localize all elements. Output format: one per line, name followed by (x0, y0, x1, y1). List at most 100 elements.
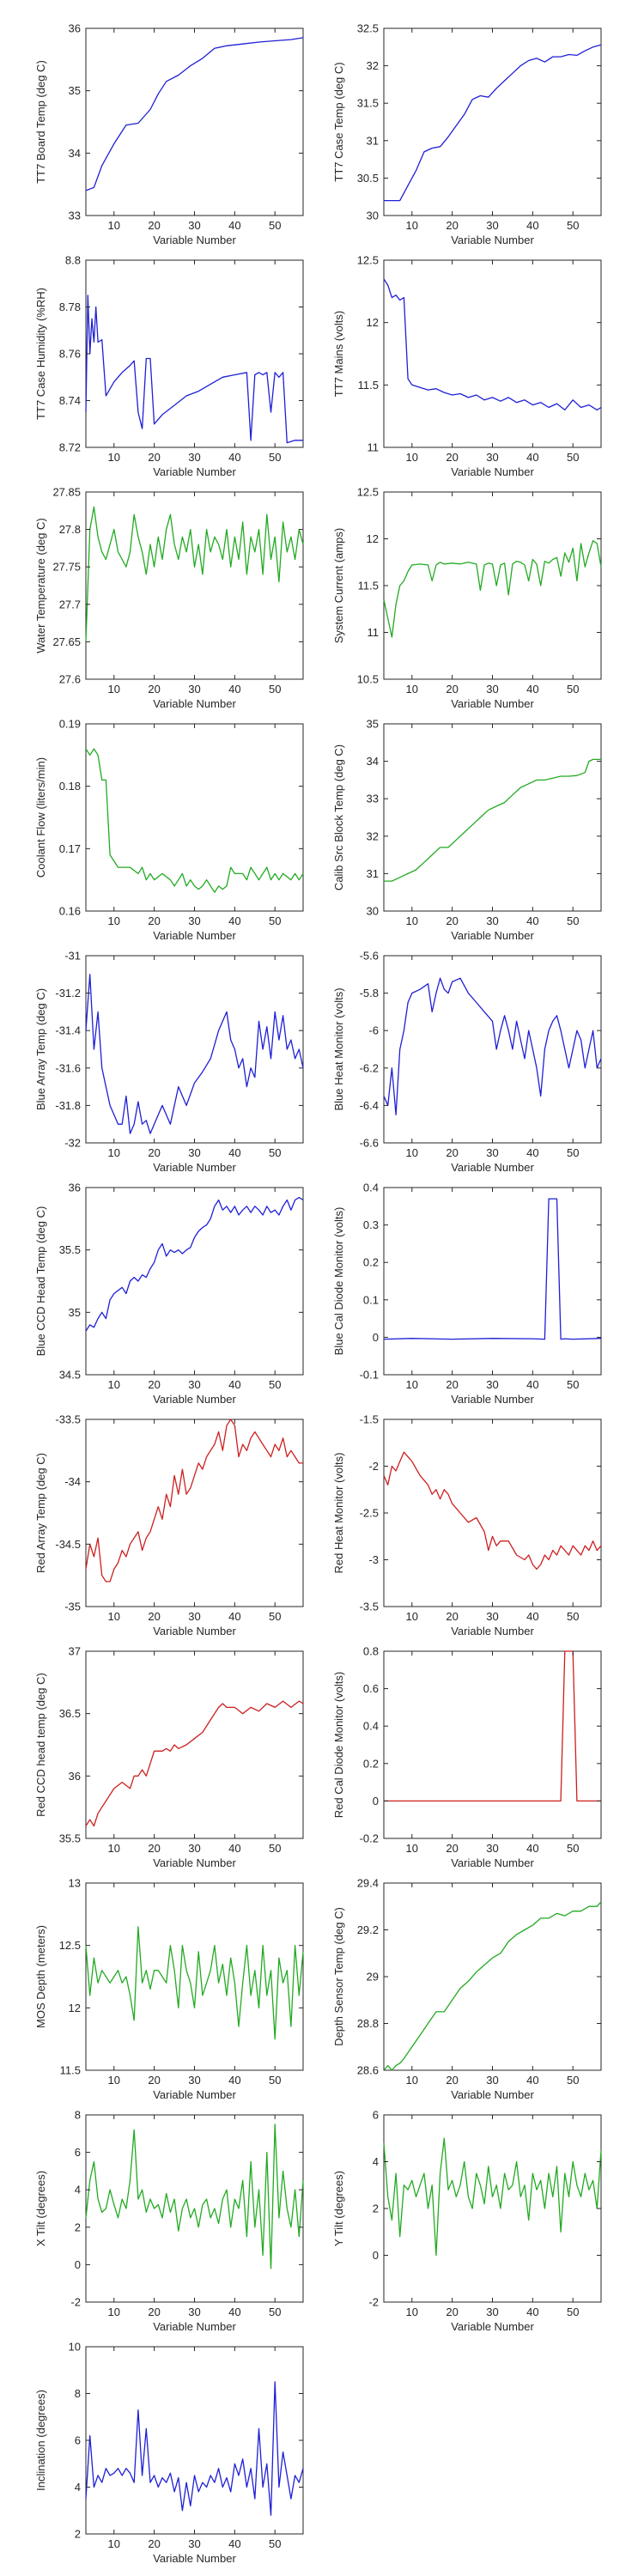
y-tick-label: 8.72 (59, 441, 81, 454)
y-tick-label: -6.6 (360, 1137, 379, 1150)
y-tick-label: 31 (367, 134, 379, 147)
y-tick-label: 27.75 (52, 561, 81, 574)
x-tick-label: 40 (228, 1842, 240, 1855)
y-tick-label: 10.5 (357, 673, 379, 686)
x-tick-label: 40 (526, 219, 538, 232)
y-tick-label: 12.5 (357, 254, 379, 267)
x-tick-label: 30 (188, 1378, 200, 1391)
y-tick-label: 0.1 (363, 1293, 379, 1306)
y-tick-label: 4 (373, 2155, 379, 2168)
series-line (85, 506, 304, 642)
subplot-21: 10 20 30 40 50 2 4 6 8 10 Variable Number Inclinati… (34, 2341, 304, 2565)
y-tick-label: 8 (75, 2387, 81, 2400)
series-line (383, 1901, 602, 2071)
series-line (85, 974, 304, 1134)
y-tick-label: 36 (69, 22, 81, 35)
x-tick-label: 10 (406, 914, 418, 927)
x-tick-label: 50 (567, 1146, 579, 1159)
plot-area (85, 955, 304, 1144)
y-tick-label: 11.5 (358, 580, 379, 592)
y-tick-label: 2 (75, 2221, 81, 2233)
x-tick-label: 40 (526, 2306, 538, 2318)
x-tick-label: 40 (228, 2306, 240, 2318)
x-axis-label: Variable Number (153, 2320, 236, 2333)
y-tick-label: -6.2 (360, 1061, 379, 1074)
y-tick-label: 0 (373, 1331, 379, 1344)
x-tick-label: 20 (446, 2306, 458, 2318)
plot-area (85, 723, 304, 912)
y-tick-label: 4 (75, 2184, 81, 2196)
y-tick-label: 28.6 (357, 2064, 379, 2077)
x-tick-label: 30 (188, 2537, 200, 2550)
x-tick-label: 10 (406, 219, 418, 232)
x-tick-label: 20 (148, 1146, 160, 1159)
y-tick-label: -31.4 (55, 1024, 81, 1037)
y-tick-label: -5.6 (360, 950, 379, 963)
y-axis-label: TT7 Case Temp (deg C) (332, 62, 345, 181)
y-tick-label: 27.7 (59, 598, 81, 611)
x-axis-label: Variable Number (153, 1393, 236, 1406)
subplot-1: 10 20 30 40 50 33 34 35 36 Variable Number TT7 Boa… (34, 22, 304, 246)
x-tick-label: 40 (526, 2074, 538, 2087)
y-tick-label: -2.5 (360, 1507, 379, 1520)
x-tick-label: 10 (108, 1610, 120, 1623)
x-tick-label: 10 (108, 914, 120, 927)
y-tick-label: 4 (75, 2481, 81, 2494)
x-tick-label: 50 (269, 1146, 281, 1159)
x-tick-label: 20 (148, 1842, 160, 1855)
x-tick-label: 50 (269, 1842, 281, 1855)
x-tick-label: 20 (446, 2074, 458, 2087)
x-tick-label: 20 (148, 914, 160, 927)
y-tick-label: 8 (75, 2109, 81, 2122)
x-tick-label: 30 (486, 219, 498, 232)
y-axis-label: TT7 Case Humidity (%RH) (34, 288, 47, 420)
x-axis-label: Variable Number (451, 697, 534, 710)
x-tick-label: 10 (406, 1610, 418, 1623)
x-tick-label: 40 (526, 914, 538, 927)
y-tick-label: 0.16 (59, 905, 81, 918)
plot-area (85, 1650, 304, 1839)
y-axis-label: Red Array Temp (deg C) (34, 1453, 47, 1573)
x-axis-label: Variable Number (153, 1625, 236, 1637)
y-tick-label: 32 (367, 829, 379, 842)
x-tick-label: 30 (188, 1610, 200, 1623)
y-tick-label: 0.17 (59, 842, 81, 855)
x-tick-label: 20 (148, 451, 160, 464)
x-tick-label: 10 (406, 451, 418, 464)
plot-area (85, 1187, 304, 1376)
x-tick-label: 50 (269, 2306, 281, 2318)
subplot-7: 10 20 30 40 50 0.16 0.17 0.18 0.19 Variable Numbe… (34, 718, 304, 942)
x-tick-label: 50 (567, 1378, 579, 1391)
subplot-14: 10 20 30 40 50 -3.5 -3 -2.5 -2 -1.5 Variable Numbe… (332, 1413, 602, 1637)
y-tick-label: 27.85 (52, 486, 81, 499)
y-tick-label: 0.4 (363, 1182, 379, 1194)
x-tick-label: 10 (406, 2306, 418, 2318)
x-tick-label: 10 (108, 2537, 120, 2550)
y-tick-label: 6 (373, 2109, 379, 2122)
y-tick-label: 0.4 (363, 1720, 379, 1733)
x-tick-label: 40 (228, 451, 240, 464)
x-tick-label: 30 (486, 1146, 498, 1159)
y-tick-label: 34 (367, 755, 379, 768)
x-axis-label: Variable Number (153, 465, 236, 478)
x-tick-label: 10 (406, 1378, 418, 1391)
series-line (383, 1198, 602, 1340)
x-tick-label: 50 (269, 1378, 281, 1391)
series-line (85, 1419, 303, 1583)
x-tick-label: 20 (148, 683, 160, 696)
y-tick-label: 32 (367, 59, 379, 72)
series-line (85, 37, 304, 191)
x-tick-label: 50 (567, 683, 579, 696)
y-tick-label: 2 (373, 2202, 379, 2215)
y-tick-label: -32 (64, 1137, 81, 1150)
y-axis-label: Water Temperature (deg C) (34, 518, 47, 653)
y-tick-label: 34.5 (59, 1369, 81, 1382)
y-tick-label: 28.8 (357, 2017, 379, 2030)
subplot-9: 10 20 30 40 50 -32 -31.8 -31.6 -31.4 -31.2 -31 Vari… (34, 950, 304, 1174)
y-tick-label: 31 (367, 867, 379, 880)
x-tick-label: 40 (228, 2537, 240, 2550)
y-axis-label: Depth Sensor Temp (deg C) (332, 1907, 345, 2046)
subplot-19: 10 20 30 40 50 -2 0 2 4 6 8 Variable Number X Tilt (… (34, 2109, 304, 2333)
y-tick-label: 0.8 (363, 1645, 379, 1658)
y-tick-label: 6 (75, 2434, 81, 2447)
